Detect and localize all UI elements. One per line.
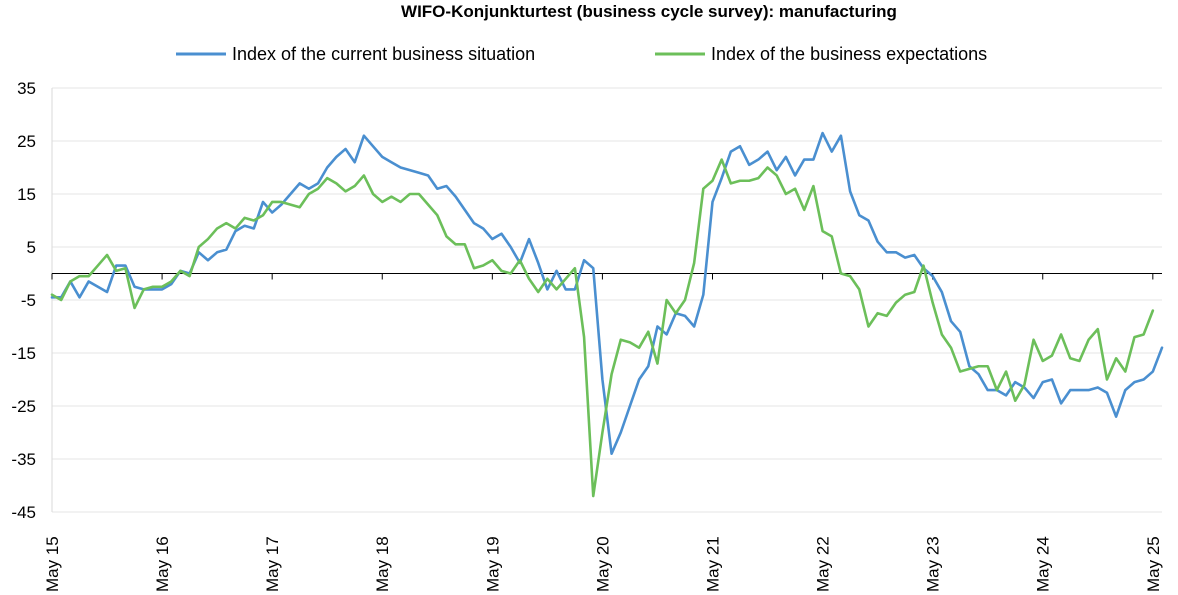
x-axis (51, 273, 1162, 280)
x-tick-label: May 20 (593, 536, 612, 592)
chart-title: WIFO-Konjunkturtest (business cycle surv… (401, 2, 897, 21)
y-tick-label: 5 (27, 238, 36, 257)
x-tick-label: May 24 (1034, 536, 1053, 592)
y-tick-label: -15 (11, 344, 36, 363)
x-tick-label: May 16 (153, 536, 172, 592)
y-tick-label: -25 (11, 397, 36, 416)
x-tick-label: May 17 (263, 536, 282, 592)
series-line-0 (50, 131, 1164, 455)
y-tick-label: -45 (11, 503, 36, 522)
y-tick-label: -35 (11, 450, 36, 469)
y-tick-label: 35 (17, 79, 36, 98)
x-tick-label: May 22 (814, 536, 833, 592)
legend: Index of the current business situation … (176, 44, 987, 64)
x-tick-label: May 18 (373, 536, 392, 592)
series-group (50, 131, 1164, 498)
x-tick-label: May 15 (43, 536, 62, 592)
series-line-1 (50, 158, 1155, 498)
grid (52, 87, 1162, 513)
x-tick-label: May 21 (703, 536, 722, 592)
y-tick-label: -5 (21, 291, 36, 310)
legend-label-business-expectations: Index of the business expectations (711, 44, 987, 64)
x-axis-labels: May 15 May 16 May 17 May 18 May 19 May 20 May … (43, 536, 1163, 592)
legend-label-current-situation: Index of the current business situation (232, 44, 535, 64)
x-tick-label: May 19 (483, 536, 502, 592)
y-tick-label: 25 (17, 132, 36, 151)
y-tick-label: 15 (17, 185, 36, 204)
y-axis: 35 25 15 5 -5 -15 -25 -35 -45 (11, 79, 53, 522)
x-tick-label: May 25 (1144, 536, 1163, 592)
x-tick-label: May 23 (924, 536, 943, 592)
